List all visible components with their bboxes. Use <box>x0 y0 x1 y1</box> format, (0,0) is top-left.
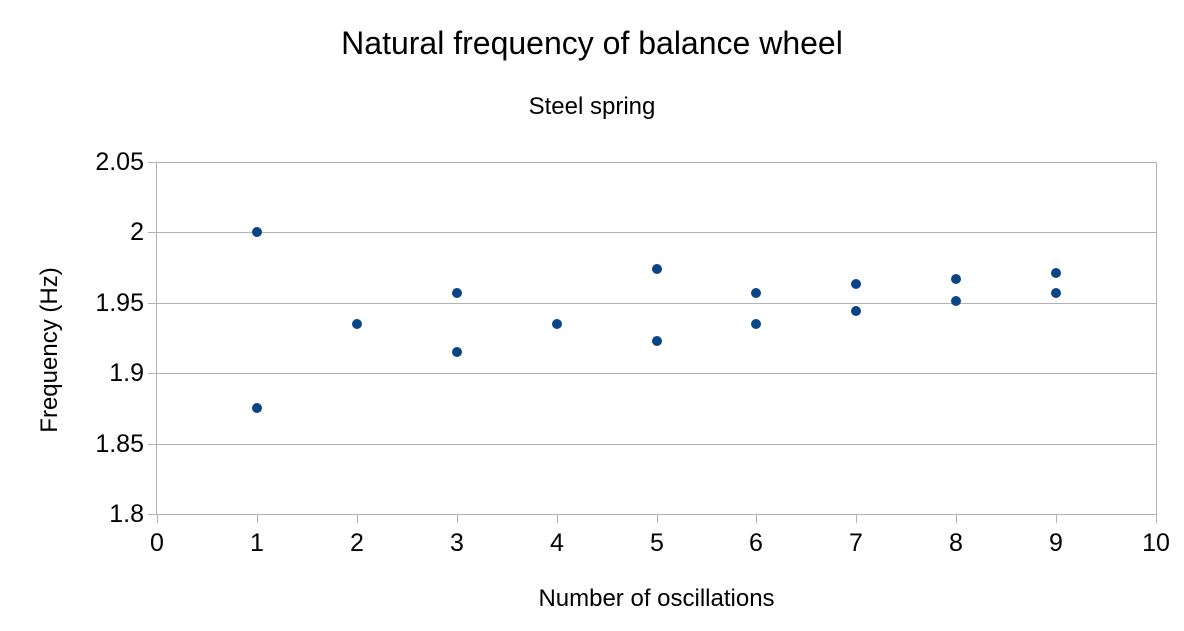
data-point <box>751 318 762 329</box>
x-tick-label: 1 <box>250 529 264 557</box>
x-axis-tick <box>157 515 158 523</box>
data-point <box>951 273 962 284</box>
y-tick-label: 1.8 <box>109 500 144 528</box>
y-gridline <box>157 444 1156 445</box>
x-axis-tick <box>956 515 957 523</box>
x-tick-label: 2 <box>350 529 364 557</box>
plot-right-border <box>1156 162 1157 515</box>
x-axis-tick <box>1156 515 1157 523</box>
y-tick-label: 2.05 <box>95 148 144 176</box>
y-tick-label: 2 <box>130 218 144 246</box>
x-tick-label: 3 <box>450 529 464 557</box>
data-point <box>651 335 662 346</box>
x-axis-tick <box>657 515 658 523</box>
x-axis-line <box>156 514 1157 515</box>
data-point <box>751 287 762 298</box>
x-tick-label: 10 <box>1142 529 1170 557</box>
data-point <box>351 318 362 329</box>
y-axis-line <box>156 162 157 515</box>
x-tick-label: 7 <box>849 529 863 557</box>
chart-title: Natural frequency of balance wheel <box>341 25 843 61</box>
data-point <box>651 264 662 274</box>
x-axis-tick <box>856 515 857 523</box>
y-axis-tick <box>148 162 157 163</box>
x-axis-tick <box>1056 515 1057 523</box>
y-axis-tick <box>148 444 157 445</box>
data-point <box>451 347 462 358</box>
y-gridline <box>157 303 1156 304</box>
data-point <box>951 296 962 307</box>
y-gridline <box>157 162 1156 163</box>
x-axis-tick <box>756 515 757 523</box>
y-axis-tick <box>148 303 157 304</box>
x-axis-tick <box>357 515 358 523</box>
x-axis-tick <box>557 515 558 523</box>
x-axis-tick <box>457 515 458 523</box>
data-point <box>1051 268 1062 279</box>
y-gridline <box>157 232 1156 233</box>
data-point <box>851 279 862 290</box>
data-point <box>1051 287 1062 298</box>
y-tick-label: 1.95 <box>95 289 144 317</box>
data-point <box>251 227 262 238</box>
data-point <box>451 287 462 298</box>
x-tick-label: 6 <box>749 529 763 557</box>
y-axis-tick <box>148 514 157 515</box>
data-point <box>551 318 562 329</box>
y-tick-label: 1.9 <box>109 359 144 387</box>
data-point <box>251 403 262 414</box>
y-axis-tick <box>148 373 157 374</box>
x-tick-label: 9 <box>1049 529 1063 557</box>
chart-subtitle: Steel spring <box>528 93 656 120</box>
x-tick-label: 8 <box>949 529 963 557</box>
x-tick-label: 5 <box>650 529 664 557</box>
x-tick-label: 4 <box>550 529 564 557</box>
y-tick-label: 1.85 <box>95 430 144 458</box>
x-axis-tick <box>257 515 258 523</box>
y-axis-tick <box>148 232 157 233</box>
data-point <box>851 306 862 317</box>
x-axis-title: Number of oscillations <box>538 585 775 612</box>
x-tick-label: 0 <box>150 529 164 557</box>
y-gridline <box>157 373 1156 374</box>
